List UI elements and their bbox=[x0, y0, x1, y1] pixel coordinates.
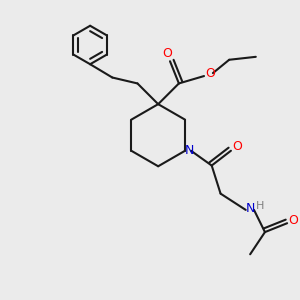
Text: O: O bbox=[232, 140, 242, 153]
Text: O: O bbox=[162, 47, 172, 60]
Text: O: O bbox=[206, 67, 215, 80]
Text: H: H bbox=[256, 201, 264, 212]
Text: O: O bbox=[289, 214, 298, 227]
Text: N: N bbox=[185, 144, 194, 157]
Text: N: N bbox=[245, 202, 255, 215]
